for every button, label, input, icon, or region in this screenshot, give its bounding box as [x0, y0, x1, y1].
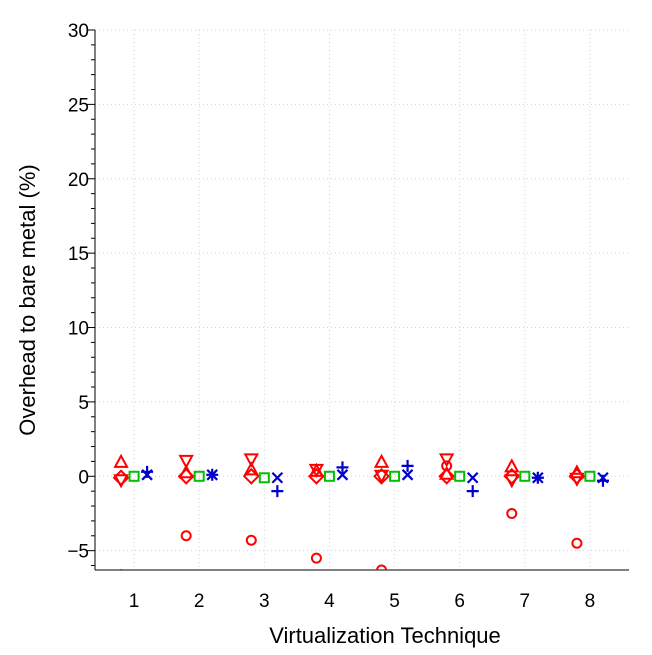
data-point-square — [454, 470, 466, 482]
data-point-circle — [310, 552, 322, 564]
data-point-triangle-up — [113, 453, 129, 468]
data-point-triangle-up — [243, 461, 259, 476]
tick-labels: −5 0 5 10 15 20 25 30 1 2 3 4 5 6 7 8 — [67, 21, 595, 612]
x-tick-label: 3 — [259, 591, 270, 612]
data-point-triangle-down — [308, 463, 325, 478]
y-tick-label: 20 — [68, 170, 89, 191]
data-point-diamond — [177, 467, 195, 485]
y-tick-label: 15 — [68, 244, 89, 265]
x-tick-label: 8 — [585, 591, 596, 612]
data-point-circle — [245, 534, 257, 546]
data-point-circle — [180, 530, 192, 542]
data-point-diamond — [112, 469, 130, 487]
data-point-circle — [506, 507, 518, 519]
x-tick-label: 2 — [194, 591, 205, 612]
data-point-cross — [206, 469, 218, 481]
data-point-square — [519, 470, 531, 482]
y-tick-label: 10 — [68, 319, 89, 340]
data-point-square — [389, 470, 401, 482]
data-point-triangle-down — [373, 469, 390, 484]
data-point-plus — [401, 459, 414, 472]
data-point-circle — [571, 537, 583, 549]
data-point-triangle-down — [438, 453, 455, 468]
data-point-cross — [336, 469, 349, 481]
data-point-diamond — [568, 467, 586, 485]
y-axis-title: Overhead to bare metal (%) — [15, 164, 40, 435]
data-point-square — [128, 470, 140, 482]
y-tick-label: 25 — [68, 95, 89, 116]
tick-marks — [87, 29, 95, 567]
data-point-plus — [336, 461, 349, 474]
data-point-diamond — [308, 467, 325, 485]
data-point-circle — [376, 564, 388, 570]
data-point-diamond — [373, 467, 390, 485]
data-point-square — [584, 470, 596, 482]
data-point-plus — [466, 485, 479, 498]
data-point-cross — [597, 471, 609, 484]
x-tick-label: 5 — [389, 591, 400, 612]
x-tick-label: 4 — [324, 591, 335, 612]
data-point-plus — [271, 485, 284, 498]
data-point-cross — [271, 471, 284, 484]
y-tick-label: 30 — [68, 21, 89, 42]
x-tick-label: 1 — [129, 591, 140, 612]
grid-lines — [95, 29, 629, 570]
data-point-diamond — [242, 467, 260, 485]
x-tick-label: 6 — [454, 591, 465, 612]
data-point-triangle-down — [243, 453, 259, 468]
data-point-diamond — [503, 467, 521, 485]
axes — [94, 30, 629, 571]
data-point-cross — [141, 469, 153, 481]
data-point-cross — [532, 471, 544, 484]
data-marks — [112, 453, 609, 570]
data-point-triangle-down — [178, 454, 194, 470]
data-point-cross — [401, 469, 414, 481]
data-point-square — [323, 470, 335, 482]
data-point-triangle-up — [504, 458, 520, 473]
x-tick-label: 7 — [520, 591, 531, 612]
data-point-square — [193, 470, 205, 482]
x-axis-title: Virtualization Technique — [269, 623, 501, 648]
y-tick-label: 0 — [78, 467, 89, 488]
data-point-triangle-up — [373, 453, 390, 468]
data-point-circle — [117, 568, 125, 570]
y-tick-label: 5 — [78, 393, 89, 414]
data-point-square — [258, 472, 270, 484]
y-tick-label: −5 — [67, 542, 89, 563]
data-point-diamond — [438, 467, 456, 485]
data-point-cross — [466, 471, 479, 484]
